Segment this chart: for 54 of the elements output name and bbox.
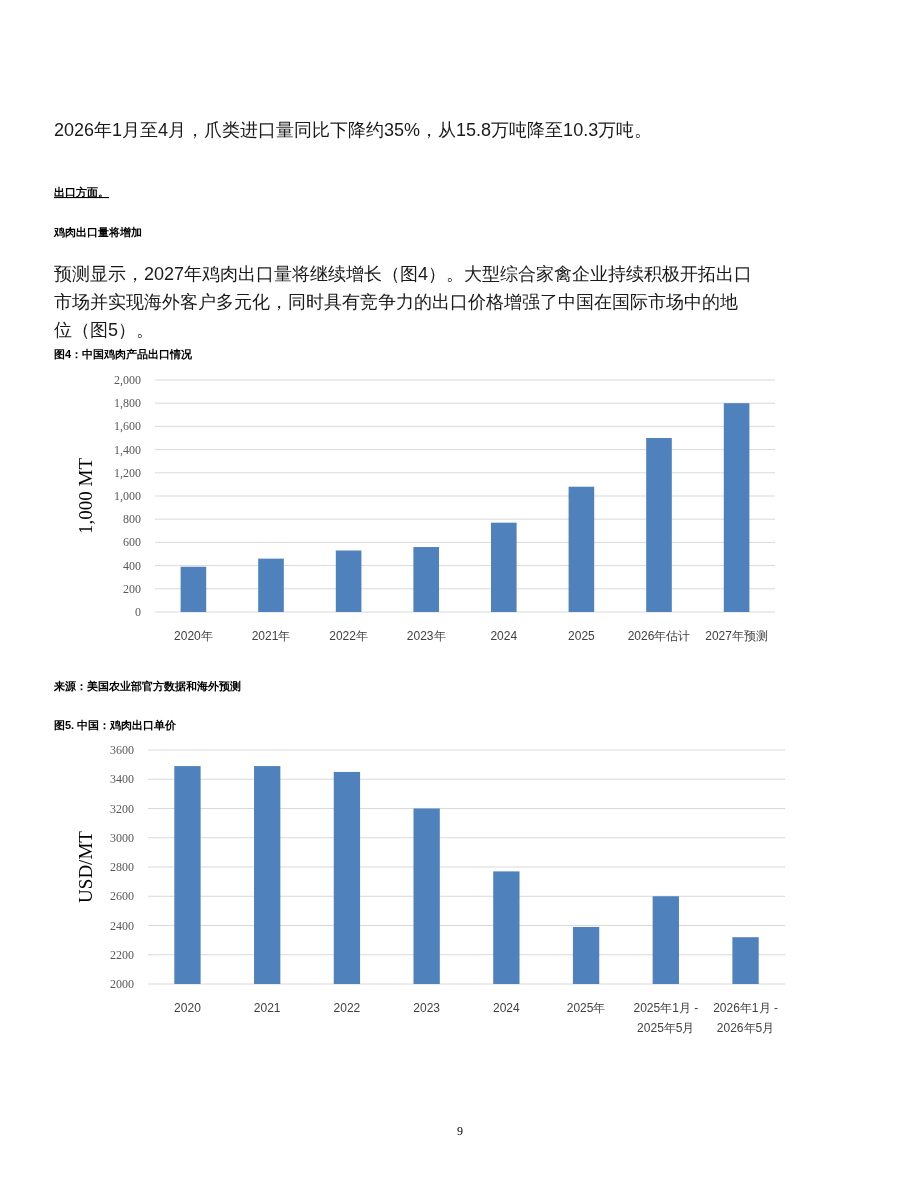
bar (180, 566, 207, 612)
y-tick-label: 2200 (110, 947, 134, 962)
x-tick-label: 2027年预测 (705, 629, 768, 643)
text: 预测显示，2027年鸡肉出口量将继续增长（图4）。大型综合家禽企业持续积极开拓出口市场并实现海外客户多元化，同时具有竞争力的出口价格增强了中国在国际市场中的地位（图5）。 (54, 264, 753, 340)
bar (646, 438, 672, 612)
text: 9 (457, 1124, 463, 1138)
x-tick-label: 2024 (493, 1001, 521, 1015)
y-tick-label: 200 (123, 581, 141, 596)
x-tick-label: 2026年1月 - 2026年5月 (713, 1001, 778, 1035)
x-tick-label: 2023 (413, 1001, 441, 1015)
chart-title: 图4：中国鸡肉产品出口情况 (54, 348, 194, 360)
x-tick-label: 2025 (568, 629, 596, 643)
x-tick-label: 2022年 (329, 629, 368, 643)
y-tick-label: 800 (123, 512, 141, 527)
y-tick-label: 3600 (110, 743, 134, 757)
bar (335, 550, 362, 612)
y-tick-label: 2800 (110, 860, 134, 874)
x-tick-label: 2021年 (251, 629, 291, 643)
y-tick-label: 1,800 (114, 396, 141, 411)
source-note: 来源：美国农业部官方数据和海外预测 (53, 680, 241, 692)
x-tick-label: 2022 (333, 1001, 361, 1015)
x-tick-label: 2023年 (406, 629, 446, 643)
text: 鸡肉出口量将增加 (53, 226, 142, 238)
y-tick-label: 2400 (110, 918, 134, 933)
y-tick-label: 3200 (110, 801, 134, 816)
bar (568, 486, 595, 612)
y-tick-label: 0 (135, 605, 141, 619)
x-tick-label: 2020年 (174, 629, 213, 643)
y-tick-label: 3000 (110, 830, 134, 845)
y-tick-label: 3400 (110, 772, 134, 787)
y-tick-label: 400 (123, 558, 141, 573)
y-tick-label: 600 (123, 535, 141, 550)
y-tick-label: 2,000 (114, 373, 141, 387)
x-tick-label: 2020 (174, 1001, 202, 1015)
bar (491, 522, 517, 612)
text: 2026年1月至4月，爪类进口量同比下降约35%，从15.8万吨降至10.3万吨。 (54, 120, 653, 140)
y-tick-label: 2000 (110, 977, 134, 991)
y-tick-label: 1,600 (114, 419, 141, 434)
y-tick-label: 1,400 (114, 442, 141, 457)
y-tick-label: 1,200 (114, 465, 141, 480)
x-tick-label: 2021 (253, 1001, 281, 1015)
y-axis-title: 1,000 MT (75, 457, 96, 534)
x-tick-label: 2025年 (566, 1001, 606, 1015)
x-tick-label: 2024 (490, 629, 518, 643)
bar (413, 547, 440, 612)
y-tick-label: 1,000 (114, 489, 141, 503)
y-tick-label: 2600 (110, 889, 134, 904)
bar (258, 558, 284, 612)
x-tick-label: 2025年1月 - 2025年5月 (633, 1001, 699, 1035)
x-tick-label: 2026年估计 (627, 629, 691, 643)
bar (723, 403, 750, 612)
text: 出口方面。 (54, 186, 109, 198)
y-axis-title: USD/MT (75, 830, 96, 903)
chart-title: 图5. 中国：鸡肉出口单价 (54, 719, 178, 731)
